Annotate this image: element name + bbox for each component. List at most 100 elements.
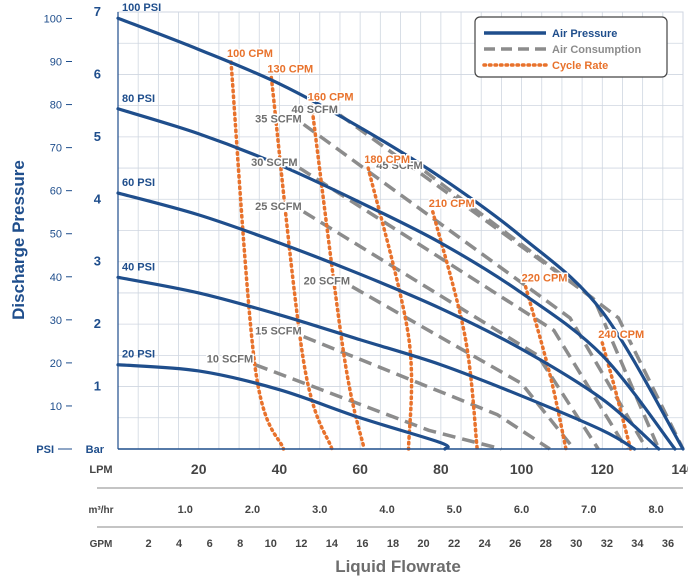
psi-tick-label: 60 [50,186,62,198]
consumption-curve-10-scfm [254,363,502,451]
gpm-tick-label: 4 [176,538,183,550]
psi-tick-label: 90 [50,57,62,69]
pressure-curve-100-psi [116,16,685,451]
pressure-curve-label: 40 PSI [122,261,155,273]
m3hr-tick-label: 1.0 [178,504,193,516]
pressure-curve-20-psi [116,363,450,451]
legend-label-consumption: Air Consumption [552,44,641,56]
psi-tick-label: 40 [50,272,62,284]
psi-tick-label: 30 [50,315,62,327]
cycle-curve-240-cpm [600,341,633,451]
m3hr-tick-label: 2.0 [245,504,260,516]
bar-tick-label: 7 [94,4,101,19]
cycle-curve-label: 220 CPM [522,273,568,285]
bar-tick-label: 2 [94,316,101,331]
psi-tick-label: 10 [50,401,62,413]
gpm-tick-label: 6 [207,538,213,550]
bar-unit-label: Bar [86,444,105,456]
legend-label-pressure: Air Pressure [552,28,617,40]
lpm-tick-label: 140 [671,461,688,477]
curve-labels: 100 PSI 80 PSI 60 PSI 40 PSI 20 PSI 10 SCFM 15… [122,2,646,367]
y-axis-title: Discharge Pressure [9,160,28,320]
m3hr-tick-label: 7.0 [581,504,596,516]
cycle-curve-label: 210 CPM [429,198,475,210]
cycle-curve-label: 100 CPM [227,48,273,60]
psi-tick-label: 20 [50,358,62,370]
lpm-tick-label: 100 [510,461,534,477]
consumption-curve-label: 20 SCFM [304,276,350,288]
consumption-curve-label: 25 SCFM [255,201,301,213]
legend-label-cycle: Cycle Rate [552,60,608,72]
consumption-curve-35-scfm [302,122,649,450]
gpm-tick-label: 32 [601,538,613,550]
psi-tick-label: 100 [44,13,62,25]
cycle-curve-130-cpm [269,75,334,451]
cycle-curve-160-cpm [309,103,366,451]
bar-tick-label: 5 [94,129,101,144]
m3hr-unit-label: m³/hr [89,505,114,516]
cycle-curve-label: 160 CPM [308,92,354,104]
lpm-tick-label: 40 [272,461,288,477]
consumption-curve-45-scfm [423,169,685,450]
bar-tick-label: 4 [94,191,102,206]
pressure-curve-label: 80 PSI [122,93,155,105]
consumption-curve-label: 30 SCFM [251,157,297,169]
m3hr-tick-label: 4.0 [379,504,394,516]
legend: Air Pressure Air Consumption Cycle Rate [474,16,668,78]
consumption-curve-label: 15 SCFM [255,326,301,338]
consumption-curve-label: 45 SCFM [376,160,422,172]
cycle-curve-label: 240 CPM [598,329,644,341]
pressure-curve-label: 100 PSI [122,2,161,14]
gpm-tick-label: 28 [540,538,552,550]
bar-tick-label: 1 [94,379,101,394]
lpm-tick-label: 60 [352,461,368,477]
m3hr-tick-label: 6.0 [514,504,529,516]
cycle-curve-180-cpm [366,166,414,451]
air-pressure-curves [116,16,685,451]
psi-unit-label: PSI [36,444,54,456]
consumption-curve-15-scfm [302,335,551,451]
lpm-tick-label: 120 [591,461,615,477]
gpm-tick-label: 18 [387,538,399,550]
gpm-tick-label: 26 [509,538,521,550]
gpm-tick-label: 34 [631,538,644,550]
psi-tick-label: 80 [50,100,62,112]
cycle-rate-curves [229,60,633,451]
pressure-curve-40-psi [116,275,637,451]
gpm-tick-label: 2 [145,538,151,550]
cycle-curve-210-cpm [431,210,479,451]
consumption-curve-label: 10 SCFM [207,354,253,366]
gpm-tick-label: 12 [295,538,307,550]
gpm-tick-label: 20 [417,538,429,550]
gpm-tick-label: 22 [448,538,460,550]
cycle-curve-label: 180 CPM [364,154,410,166]
gpm-tick-label: 16 [356,538,368,550]
gpm-tick-label: 36 [662,538,674,550]
pressure-curve-label: 60 PSI [122,177,155,189]
bar-tick-label: 3 [94,254,101,269]
x-axis-title: Liquid Flowrate [335,557,461,576]
m3hr-tick-label: 3.0 [312,504,327,516]
gpm-tick-label: 14 [326,538,339,550]
m3hr-tick-label: 8.0 [648,504,663,516]
pressure-curve-80-psi [116,107,677,451]
lpm-unit-label: LPM [89,464,112,476]
gpm-unit-label: GPM [90,539,113,550]
lpm-tick-label: 20 [191,461,207,477]
consumption-curve-label: 40 SCFM [291,104,337,116]
consumption-curve-label: 35 SCFM [255,113,301,125]
psi-tick-label: 50 [50,229,62,241]
cycle-curve-100-cpm [229,60,286,451]
gpm-tick-label: 30 [570,538,582,550]
cycle-curve-220-cpm [523,284,568,451]
psi-tick-label: 70 [50,143,62,155]
pressure-curve-60-psi [116,191,661,451]
lpm-tick-label: 80 [433,461,449,477]
cycle-curve-label: 130 CPM [267,64,313,76]
consumption-curve-30-scfm [298,166,628,450]
gpm-tick-label: 24 [479,538,492,550]
m3hr-tick-label: 5.0 [447,504,462,516]
gpm-tick-label: 10 [265,538,277,550]
